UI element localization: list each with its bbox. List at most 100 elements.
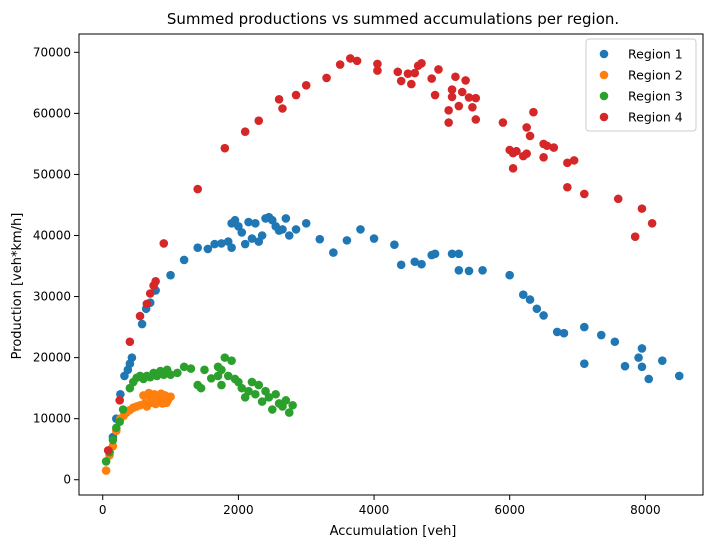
data-point <box>115 396 124 405</box>
data-point <box>417 259 426 269</box>
data-point <box>580 359 589 369</box>
data-point <box>257 231 267 240</box>
data-point <box>410 68 420 78</box>
data-point <box>529 107 538 117</box>
data-point <box>247 234 257 243</box>
data-point <box>342 236 352 245</box>
y-tick-label: 10000 <box>33 412 71 426</box>
data-point <box>580 322 589 332</box>
y-tick-label: 50000 <box>33 167 71 181</box>
data-point <box>346 54 355 63</box>
data-point <box>427 74 436 83</box>
x-tick-label: 6000 <box>494 503 525 517</box>
data-point <box>644 374 654 384</box>
plot-frame <box>78 33 704 496</box>
data-point <box>127 353 137 362</box>
data-point <box>525 295 535 304</box>
chart-title: Summed productions vs summed accumulatio… <box>167 10 619 28</box>
data-point <box>559 328 569 338</box>
data-point <box>186 364 196 373</box>
data-point <box>505 270 514 280</box>
data-point <box>200 365 209 375</box>
data-point <box>563 182 572 192</box>
data-point <box>278 104 287 113</box>
data-point <box>464 266 474 276</box>
x-tick-label: 8000 <box>630 503 661 517</box>
data-point <box>220 143 230 153</box>
data-point <box>257 397 267 406</box>
data-point <box>223 371 233 381</box>
x-tick-label: 4000 <box>359 503 390 517</box>
data-point <box>580 189 589 199</box>
data-point <box>118 405 128 414</box>
data-point <box>254 116 264 126</box>
data-point <box>461 76 470 85</box>
data-point <box>373 66 382 75</box>
data-point <box>278 225 287 234</box>
data-point <box>658 356 667 365</box>
y-tick-label: 40000 <box>33 228 71 242</box>
legend-marker <box>599 112 609 122</box>
data-point <box>251 218 260 228</box>
series-2 <box>101 388 175 475</box>
data-point <box>196 383 206 393</box>
data-point <box>244 217 253 227</box>
legend-marker <box>599 70 609 80</box>
data-point <box>217 365 226 375</box>
data-point <box>103 446 113 455</box>
data-point <box>356 225 365 234</box>
data-point <box>522 123 531 132</box>
data-point <box>108 435 118 445</box>
data-point <box>549 143 559 152</box>
x-axis-ticks: 0 2000 4000 6000 8000 <box>99 495 661 517</box>
data-point <box>166 392 175 401</box>
data-point <box>447 85 457 94</box>
data-point <box>637 362 647 372</box>
y-axis-ticks: 0 10000 20000 30000 40000 50000 60000 70000 <box>33 45 79 487</box>
data-point <box>281 214 291 223</box>
x-tick-label: 0 <box>99 503 107 517</box>
data-point <box>193 184 202 194</box>
data-point <box>569 156 579 165</box>
data-point <box>444 106 453 115</box>
data-point <box>647 218 657 228</box>
data-point <box>396 260 406 270</box>
data-point <box>268 405 277 414</box>
data-point <box>135 311 145 321</box>
series-4 <box>103 54 657 455</box>
data-point <box>284 231 294 240</box>
data-point <box>634 353 643 362</box>
data-point <box>264 393 274 402</box>
y-tick-label: 70000 <box>33 45 71 59</box>
data-point <box>101 457 111 466</box>
legend-entry: Region 3 <box>628 89 683 104</box>
legend-entry: Region 2 <box>628 68 683 83</box>
data-point <box>620 361 630 371</box>
data-point <box>390 240 399 249</box>
legend-marker <box>599 49 609 59</box>
data-point <box>115 417 124 427</box>
data-point <box>227 356 236 365</box>
x-tick-label: 2000 <box>223 503 254 517</box>
data-point <box>220 353 230 362</box>
data-point <box>288 400 297 410</box>
data-point <box>159 239 169 248</box>
data-point <box>284 408 294 417</box>
data-point <box>206 374 216 383</box>
data-points <box>101 54 684 475</box>
data-point <box>237 228 247 237</box>
data-point <box>610 337 620 347</box>
data-point <box>498 118 508 127</box>
data-point <box>301 218 311 228</box>
data-point <box>539 311 548 320</box>
data-point <box>471 93 481 103</box>
data-point <box>254 380 264 390</box>
data-point <box>329 248 338 257</box>
data-point <box>145 289 155 298</box>
data-point <box>410 257 420 267</box>
data-point <box>471 115 481 124</box>
data-point <box>447 249 457 259</box>
data-point <box>451 72 460 82</box>
legend-entry: Region 4 <box>628 110 683 125</box>
